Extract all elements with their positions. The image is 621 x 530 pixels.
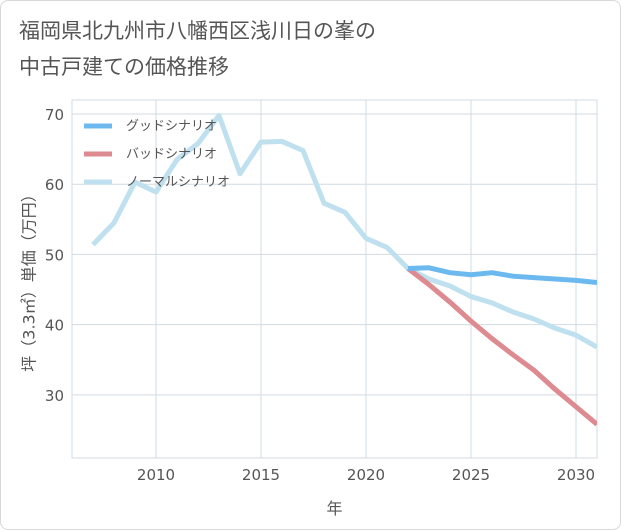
chart-title: 福岡県北九州市八幡西区浅川日の峯の 中古戸建ての価格推移	[19, 13, 376, 85]
x-tick-label: 2020	[347, 466, 385, 484]
y-axis-title: 坪（3.3㎡）単価（万円）	[20, 186, 39, 371]
y-tick-label: 40	[45, 317, 64, 335]
bad-scenario-line	[406, 266, 597, 427]
plot-border	[71, 99, 598, 459]
x-axis-title: 年	[326, 499, 342, 518]
y-axis-ticks: 30 40 50 60 70	[45, 106, 64, 405]
y-tick-label: 70	[45, 106, 64, 124]
y-tick-label: 50	[45, 246, 64, 264]
legend-label-normal-scenario: ノーマルシナリオ	[126, 175, 230, 190]
chart-title-line-2: 中古戸建ての価格推移	[19, 55, 229, 79]
chart-title-line-1: 福岡県北九州市八幡西区浅川日の峯の	[19, 19, 376, 43]
legend-label-good-scenario: グッドシナリオ	[126, 119, 217, 134]
x-tick-label: 2010	[137, 466, 175, 484]
x-axis-ticks: 2010 2015 2020 2025 2030	[137, 466, 595, 484]
series-lines	[91, 112, 597, 427]
x-tick-label: 2025	[452, 466, 490, 484]
grid-lines	[71, 99, 598, 459]
y-tick-label: 60	[45, 176, 64, 194]
x-tick-label: 2030	[557, 466, 595, 484]
legend-label-bad-scenario: バッドシナリオ	[126, 147, 217, 162]
x-tick-label: 2015	[242, 466, 280, 484]
good-scenario-line	[407, 265, 597, 285]
normal-scenario-line	[91, 112, 597, 350]
y-tick-label: 30	[45, 387, 64, 405]
